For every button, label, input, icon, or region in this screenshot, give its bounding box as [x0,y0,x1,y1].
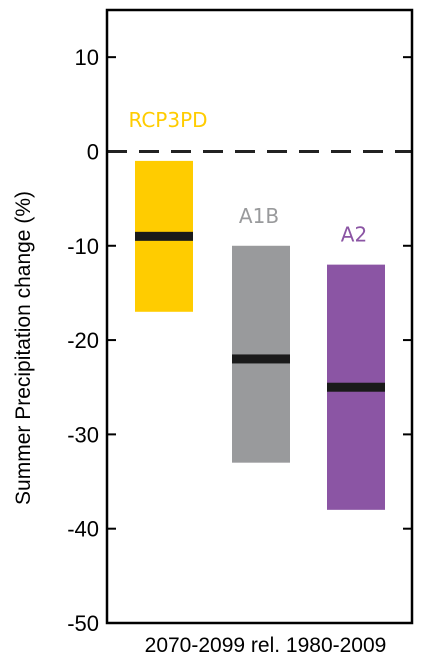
y-tick-label: -30 [67,422,99,447]
median-bar-rcp3pd [135,231,193,241]
x-axis-title: 2070-2099 rel. 1980-2009 [145,634,387,657]
series-label-a1b: A1B [239,204,279,228]
y-tick-label: -40 [67,517,99,542]
series-label-rcp3pd: RCP3PD [128,108,207,132]
y-tick-label: 0 [87,139,99,164]
y-tick-label: 10 [75,45,99,70]
y-tick-label: -50 [67,611,99,636]
y-tick-label: -20 [67,328,99,353]
y-axis-title: Summer Precipitation change (%) [12,191,35,505]
series-boxes [135,160,385,510]
y-tick-label: -10 [67,234,99,259]
y-axis-title-group: Summer Precipitation change (%) [12,191,35,505]
y-axis-tick-labels: 10 0 -10 -20 -30 -40 -50 [67,45,99,636]
series-labels: RCP3PD A1B A2 [128,108,367,247]
series-label-a2: A2 [341,223,367,247]
range-box-a1b [232,245,290,463]
median-bar-a1b [232,354,290,364]
median-bar-a2 [327,382,385,392]
plot-frame [105,8,414,625]
